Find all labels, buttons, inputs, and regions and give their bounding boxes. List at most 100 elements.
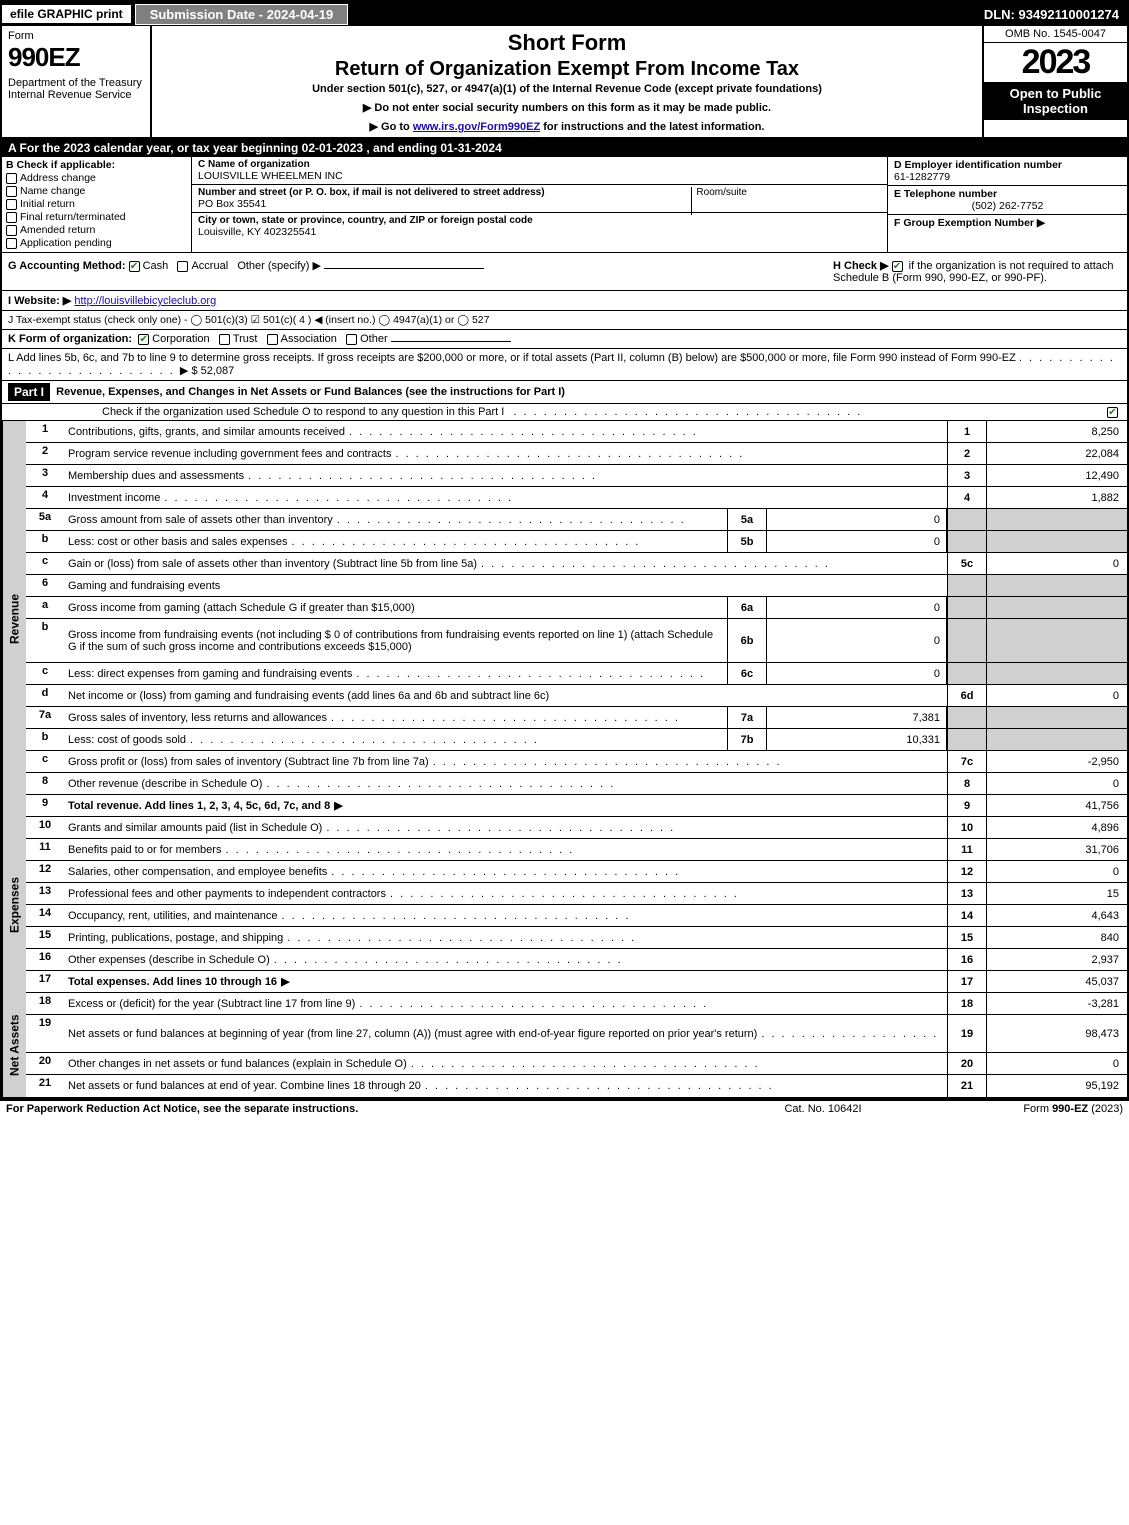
chk-amended[interactable] xyxy=(6,225,17,236)
revenue-side-label: Revenue xyxy=(2,421,26,817)
part1-label: Part I xyxy=(8,383,50,401)
line-11-val: 31,706 xyxy=(987,839,1127,860)
b-label: B Check if applicable: xyxy=(6,159,187,171)
tax-year: 2023 xyxy=(984,43,1127,82)
chk-initial[interactable] xyxy=(6,199,17,210)
footer-cat: Cat. No. 10642I xyxy=(723,1103,923,1115)
chk-cash[interactable] xyxy=(129,261,140,272)
form-header: Form 990EZ Department of the Treasury In… xyxy=(2,26,1127,139)
b-right: D Employer identification number 61-1282… xyxy=(887,157,1127,252)
line-16-val: 2,937 xyxy=(987,949,1127,970)
chk-accrual[interactable] xyxy=(177,261,188,272)
omb-number: OMB No. 1545-0047 xyxy=(984,26,1127,43)
note-ssn: ▶ Do not enter social security numbers o… xyxy=(160,101,974,114)
revenue-section: Revenue 1Contributions, gifts, grants, a… xyxy=(2,421,1127,817)
irs-link[interactable]: www.irs.gov/Form990EZ xyxy=(413,121,540,133)
line-14-val: 4,643 xyxy=(987,905,1127,926)
submission-date: Submission Date - 2024-04-19 xyxy=(135,4,349,25)
line-6d-val: 0 xyxy=(987,685,1127,706)
line-13-val: 15 xyxy=(987,883,1127,904)
line-15-val: 840 xyxy=(987,927,1127,948)
efile-label[interactable]: efile GRAPHIC print xyxy=(2,5,131,23)
e-phone: E Telephone number (502) 262-7752 xyxy=(888,186,1127,215)
dept-label: Department of the Treasury Internal Reve… xyxy=(8,77,144,101)
chk-other-org[interactable] xyxy=(346,334,357,345)
net-assets-lines: 18Excess or (deficit) for the year (Subt… xyxy=(26,993,1127,1097)
header-right: OMB No. 1545-0047 2023 Open to Public In… xyxy=(982,26,1127,137)
c-org-name: C Name of organization LOUISVILLE WHEELM… xyxy=(192,157,887,185)
city-value: Louisville, KY 402325541 xyxy=(198,226,881,238)
line-1-val: 8,250 xyxy=(987,421,1127,442)
form-number: 990EZ xyxy=(8,42,144,73)
header-center: Short Form Return of Organization Exempt… xyxy=(152,26,982,137)
org-name-value: LOUISVILLE WHEELMEN INC xyxy=(198,170,881,182)
chk-corp[interactable] xyxy=(138,334,149,345)
i-website: I Website: ▶ http://louisvillebicycleclu… xyxy=(2,291,1127,311)
b-mid: C Name of organization LOUISVILLE WHEELM… xyxy=(192,157,887,252)
phone-value: (502) 262-7752 xyxy=(894,200,1121,212)
chk-pending[interactable] xyxy=(6,238,17,249)
line-18-val: -3,281 xyxy=(987,993,1127,1014)
revenue-lines: 1Contributions, gifts, grants, and simil… xyxy=(26,421,1127,817)
line-5a-val: 0 xyxy=(767,509,947,530)
line-3-val: 12,490 xyxy=(987,465,1127,486)
page-footer: For Paperwork Reduction Act Notice, see … xyxy=(0,1101,1129,1117)
city-row: City or town, state or province, country… xyxy=(192,213,887,240)
form-word: Form xyxy=(8,30,144,42)
k-form-org: K Form of organization: Corporation Trus… xyxy=(2,330,1127,349)
form-990ez-page: efile GRAPHIC print Submission Date - 20… xyxy=(0,0,1129,1101)
line-6a-val: 0 xyxy=(767,597,947,618)
chk-assoc[interactable] xyxy=(267,334,278,345)
line-6b-val: 0 xyxy=(767,619,947,662)
d-ein: D Employer identification number 61-1282… xyxy=(888,157,1127,186)
chk-name[interactable] xyxy=(6,186,17,197)
line-12-val: 0 xyxy=(987,861,1127,882)
line-20-val: 0 xyxy=(987,1053,1127,1074)
footer-left: For Paperwork Reduction Act Notice, see … xyxy=(6,1103,723,1115)
g-accounting: G Accounting Method: Cash Accrual Other … xyxy=(2,253,827,290)
f-group: F Group Exemption Number ▶ xyxy=(888,215,1127,231)
chk-final[interactable] xyxy=(6,212,17,223)
inspection-label: Open to Public Inspection xyxy=(984,82,1127,120)
chk-trust[interactable] xyxy=(219,334,230,345)
l-gross-receipts: L Add lines 5b, 6c, and 7b to line 9 to … xyxy=(2,349,1127,381)
line-21-val: 95,192 xyxy=(987,1075,1127,1097)
line-5c-val: 0 xyxy=(987,553,1127,574)
net-assets-section: Net Assets 18Excess or (deficit) for the… xyxy=(2,993,1127,1099)
line-4-val: 1,882 xyxy=(987,487,1127,508)
h-schedule-b: H Check ▶ if the organization is not req… xyxy=(827,253,1127,290)
line-10-val: 4,896 xyxy=(987,817,1127,838)
address-value: PO Box 35541 xyxy=(198,198,881,210)
short-form-label: Short Form xyxy=(160,30,974,56)
expenses-section: Expenses 10Grants and similar amounts pa… xyxy=(2,817,1127,993)
chk-address[interactable] xyxy=(6,173,17,184)
website-link[interactable]: http://louisvillebicycleclub.org xyxy=(74,295,216,307)
address-row: Number and street (or P. O. box, if mail… xyxy=(192,185,887,213)
line-7b-val: 10,331 xyxy=(767,729,947,750)
line-7c-val: -2,950 xyxy=(987,751,1127,772)
line-6c-val: 0 xyxy=(767,663,947,684)
expenses-side-label: Expenses xyxy=(2,817,26,993)
line-7a-val: 7,381 xyxy=(767,707,947,728)
line-8-val: 0 xyxy=(987,773,1127,794)
part1-header: Part I Revenue, Expenses, and Changes in… xyxy=(2,381,1127,404)
ein-value: 61-1282779 xyxy=(894,171,1121,183)
form-subtitle: Under section 501(c), 527, or 4947(a)(1)… xyxy=(160,83,974,95)
form-title: Return of Organization Exempt From Incom… xyxy=(160,58,974,81)
line-17-val: 45,037 xyxy=(987,971,1127,992)
footer-right: Form 990-EZ (2023) xyxy=(923,1103,1123,1115)
line-2-val: 22,084 xyxy=(987,443,1127,464)
chk-schedule-o[interactable] xyxy=(1107,407,1118,418)
header-left: Form 990EZ Department of the Treasury In… xyxy=(2,26,152,137)
part1-check: Check if the organization used Schedule … xyxy=(2,404,1127,421)
line-19-val: 98,473 xyxy=(987,1015,1127,1052)
line-5b-val: 0 xyxy=(767,531,947,552)
l-amount: ▶ $ 52,087 xyxy=(180,365,234,377)
chk-schedule-b[interactable] xyxy=(892,261,903,272)
dln-label: DLN: 93492110001274 xyxy=(984,7,1127,22)
b-check-applicable: B Check if applicable: Address change Na… xyxy=(2,157,192,252)
j-tax-exempt: J Tax-exempt status (check only one) - ◯… xyxy=(2,311,1127,330)
note-link: ▶ Go to www.irs.gov/Form990EZ for instru… xyxy=(160,120,974,133)
line-9-val: 41,756 xyxy=(987,795,1127,816)
gh-row: G Accounting Method: Cash Accrual Other … xyxy=(2,253,1127,291)
